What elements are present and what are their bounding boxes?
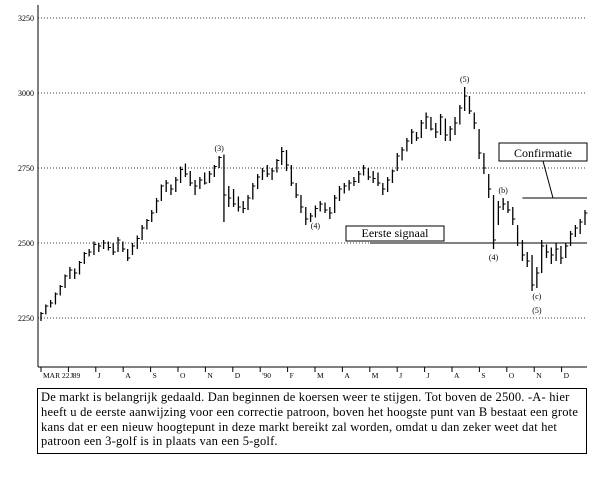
x-tick-label: S bbox=[481, 371, 485, 380]
x-tick-label: A bbox=[344, 371, 350, 380]
eerste-signaal-label-box bbox=[345, 225, 445, 242]
chart-caption: De markt is belangrijk gedaald. Dan begi… bbox=[37, 388, 587, 454]
x-axis: MAR 22 '89J J A S O N D '90 F M A M J J A S O N D bbox=[38, 366, 587, 380]
confirmatie-connector bbox=[542, 160, 554, 199]
y-tick-label: 2750 bbox=[18, 164, 34, 173]
y-tick-label: 3250 bbox=[18, 14, 34, 23]
y-tick-label: 2250 bbox=[18, 314, 34, 323]
x-tick-label: J bbox=[399, 371, 402, 380]
wave-label: (4) bbox=[311, 222, 321, 231]
y-tick-label: 2500 bbox=[18, 239, 34, 248]
wave-label: (5) bbox=[460, 75, 470, 84]
x-tick-label: S bbox=[153, 371, 157, 380]
wave-label: (3) bbox=[214, 144, 224, 153]
eerste-signaal-label: Eerste signaal bbox=[362, 226, 430, 240]
x-tick-label: F bbox=[290, 371, 294, 380]
x-tick-label: O bbox=[180, 371, 186, 380]
x-tick-label: MAR 22 '89 bbox=[43, 371, 80, 380]
x-tick-label: J bbox=[70, 371, 73, 380]
x-tick-label: M bbox=[372, 371, 379, 380]
x-tick-label: O bbox=[509, 371, 515, 380]
x-tick-label: N bbox=[536, 371, 542, 380]
x-tick-label: J bbox=[427, 371, 430, 380]
price-bars bbox=[40, 87, 588, 321]
x-tick-label: A bbox=[125, 371, 131, 380]
signal-lines bbox=[369, 197, 587, 244]
x-tick-label: J bbox=[98, 371, 101, 380]
x-tick-label: D bbox=[235, 371, 241, 380]
grid-lines bbox=[38, 17, 587, 319]
wave-label: (4) bbox=[489, 253, 499, 262]
wave-label: (c) bbox=[532, 292, 541, 301]
y-tick-label: 3000 bbox=[18, 89, 34, 98]
x-tick-label: A bbox=[454, 371, 460, 380]
confirmatie-label: Confirmatie bbox=[514, 146, 572, 160]
x-tick-label: '90 bbox=[262, 371, 271, 380]
wave-label: (5) bbox=[532, 306, 542, 315]
wave-annotations: (3) (4) (5) (4) (b) (c) (5) bbox=[214, 75, 541, 315]
x-tick-label: N bbox=[207, 371, 213, 380]
x-tick-label: M bbox=[317, 371, 324, 380]
x-tick-label: D bbox=[564, 371, 570, 380]
wave-label: (b) bbox=[498, 186, 508, 195]
y-axis: 2250 2500 2750 3000 3250 bbox=[18, 5, 39, 367]
signal-labels: Eerste signaal Confirmatie bbox=[345, 142, 588, 242]
